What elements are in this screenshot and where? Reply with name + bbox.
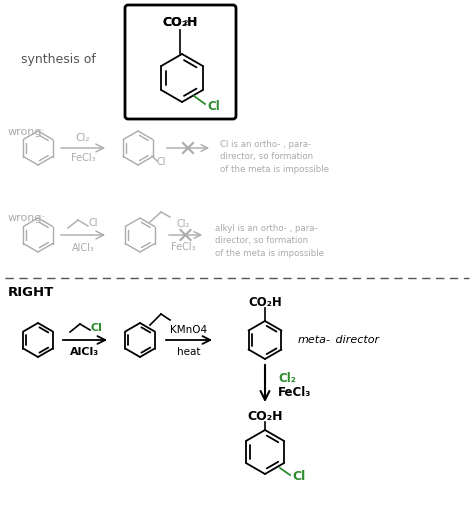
- Text: meta-: meta-: [298, 335, 331, 345]
- Text: AlCl₃: AlCl₃: [71, 347, 100, 357]
- Text: FeCl₃: FeCl₃: [71, 153, 95, 163]
- Text: Cl: Cl: [91, 323, 103, 333]
- Text: Cl: Cl: [292, 469, 305, 483]
- Text: heat: heat: [177, 347, 201, 357]
- Text: Cl: Cl: [89, 218, 99, 228]
- Text: Cl is an ortho- , para-
director, so formation
of the meta is impossible: Cl is an ortho- , para- director, so for…: [220, 140, 329, 174]
- Text: RIGHT: RIGHT: [8, 285, 54, 299]
- Text: alkyl is an ortho- , para-
director, so formation
of the meta is impossible: alkyl is an ortho- , para- director, so …: [215, 224, 324, 258]
- Text: ₂H: ₂H: [184, 17, 197, 27]
- Text: KMnO4: KMnO4: [171, 325, 208, 335]
- Text: CO₂H: CO₂H: [247, 410, 283, 422]
- FancyBboxPatch shape: [125, 5, 236, 119]
- Text: CO₂H: CO₂H: [248, 296, 282, 308]
- Text: FeCl₃: FeCl₃: [171, 242, 195, 252]
- Text: CO: CO: [162, 16, 182, 28]
- Text: Cl₂: Cl₂: [278, 372, 296, 384]
- Text: FeCl₃: FeCl₃: [278, 385, 311, 399]
- Text: wrong:: wrong:: [8, 127, 46, 137]
- Text: wrong:: wrong:: [8, 213, 46, 223]
- Text: CO₂H: CO₂H: [162, 16, 198, 28]
- Text: director: director: [332, 335, 379, 345]
- Text: Cl₂: Cl₂: [176, 219, 190, 229]
- Text: AlCl₃: AlCl₃: [72, 243, 94, 253]
- Text: Cl: Cl: [207, 100, 220, 114]
- Text: Cl₂: Cl₂: [76, 133, 90, 143]
- Text: Cl: Cl: [157, 157, 166, 167]
- Text: synthesis of: synthesis of: [20, 54, 95, 66]
